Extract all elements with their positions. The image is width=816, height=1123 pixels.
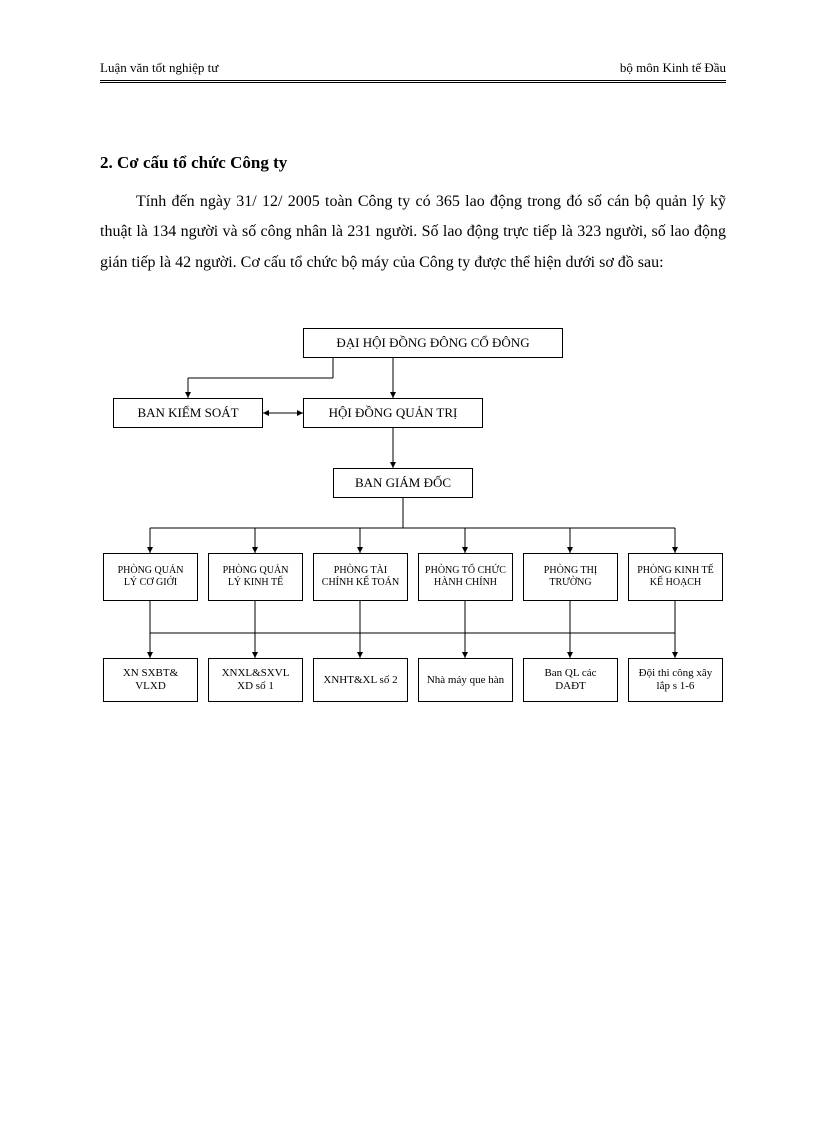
org-node-p3: PHÒNG TÀI CHÍNH KẾ TOÁN bbox=[313, 553, 408, 601]
header-left: Luận văn tốt nghiệp tư bbox=[100, 60, 218, 76]
header-right: bộ môn Kinh tế Đầu bbox=[620, 60, 726, 76]
org-node-n4: BAN GIÁM ĐỐC bbox=[333, 468, 473, 498]
org-chart: ĐẠI HỘI ĐỒNG ĐÔNG CỔ ĐÔNG BAN KIỂM SOÁT HỘ… bbox=[103, 328, 723, 788]
page: Luận văn tốt nghiệp tư bộ môn Kinh tế Đầ… bbox=[0, 0, 816, 848]
org-node-n1: ĐẠI HỘI ĐỒNG ĐÔNG CỔ ĐÔNG bbox=[303, 328, 563, 358]
org-node-p2: PHÒNG QUẢN LÝ KINH TẾ bbox=[208, 553, 303, 601]
org-node-b5: Ban QL các DAĐT bbox=[523, 658, 618, 702]
page-header: Luận văn tốt nghiệp tư bộ môn Kinh tế Đầ… bbox=[100, 60, 726, 76]
org-node-b6: Đội thi công xây lắp s 1-6 bbox=[628, 658, 723, 702]
org-node-b4: Nhà máy que hàn bbox=[418, 658, 513, 702]
org-node-p6: PHÒNG KINH TẾ KẾ HOẠCH bbox=[628, 553, 723, 601]
org-node-n3: HỘI ĐỒNG QUẢN TRỊ bbox=[303, 398, 483, 428]
body-paragraph: Tính đến ngày 31/ 12/ 2005 toàn Công ty … bbox=[100, 187, 726, 278]
org-node-p4: PHÒNG TỔ CHỨC HÀNH CHÍNH bbox=[418, 553, 513, 601]
org-node-p5: PHÒNG THỊ TRƯỜNG bbox=[523, 553, 618, 601]
org-node-n2: BAN KIỂM SOÁT bbox=[113, 398, 263, 428]
org-node-b3: XNHT&XL số 2 bbox=[313, 658, 408, 702]
header-rule bbox=[100, 80, 726, 83]
org-node-b2: XNXL&SXVL XD số 1 bbox=[208, 658, 303, 702]
section-title: 2. Cơ cấu tổ chức Công ty bbox=[100, 153, 726, 173]
org-node-b1: XN SXBT& VLXD bbox=[103, 658, 198, 702]
org-node-p1: PHÒNG QUẢN LÝ CƠ GIỚI bbox=[103, 553, 198, 601]
